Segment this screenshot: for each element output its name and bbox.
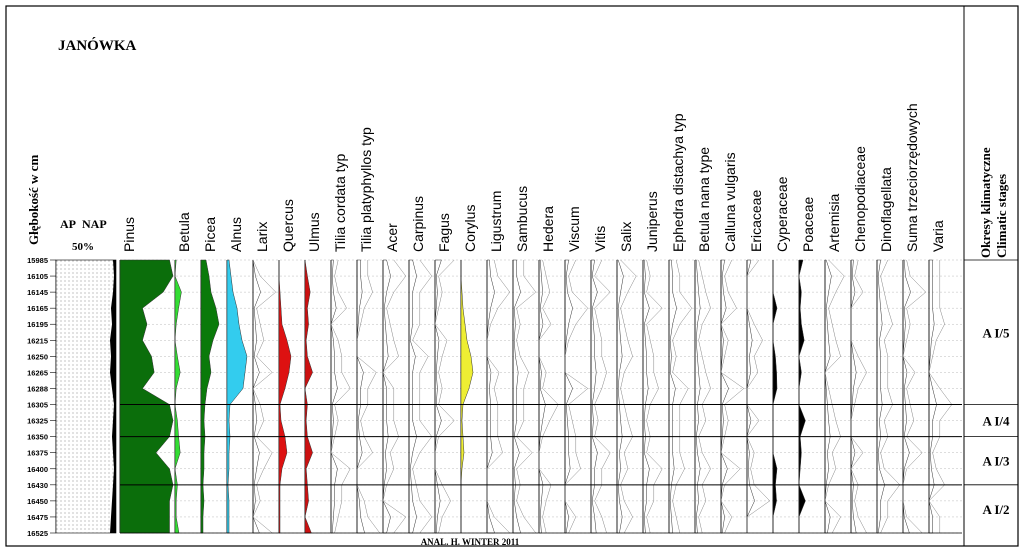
depth-tick-label: 16400 [27, 465, 48, 474]
taxa-panels [119, 259, 953, 534]
depth-tick-label: 16305 [27, 401, 48, 410]
depth-tick-label: 16350 [27, 433, 48, 442]
exaggeration-larix [252, 259, 277, 534]
exaggeration-dinoflagellata [880, 259, 901, 534]
exaggeration-betula-nana-type [698, 259, 711, 534]
curve-poaceae [798, 259, 806, 533]
taxon-label-quercus: Quercus [280, 199, 296, 252]
stage-label: A I/3 [982, 454, 1010, 469]
exaggeration-ligustrum [486, 259, 511, 534]
nap-curve [110, 260, 116, 533]
taxon-label-alnus: Alnus [228, 217, 244, 252]
exaggeration-carpinus [412, 259, 433, 534]
depth-tick-label: 16105 [27, 272, 48, 281]
taxon-label-hedera: Hedera [540, 206, 556, 252]
exaggeration-ericaceae [746, 259, 771, 533]
exaggeration-artemisia [824, 259, 845, 534]
depth-tick-label: 16215 [27, 336, 48, 345]
taxon-label-tilia-cordata-typ: Tilia cordata typ [332, 153, 348, 252]
depth-tick-label: 15985 [27, 256, 48, 265]
stage-boundaries: A I/5 A I/4 A I/3 A I/2 [120, 259, 1018, 534]
exaggeration-salix [620, 259, 637, 534]
stages-header-pl: Okresy klimatyczne [978, 147, 993, 258]
stage-label: A I/5 [982, 325, 1010, 340]
ap-label: AP [60, 217, 76, 231]
taxon-label-juniperus: Juniperus [644, 191, 660, 252]
taxon-label-betula-nana-type: Betula nana type [696, 147, 712, 252]
exaggeration-suma-trzeciorz-dowych [902, 259, 927, 534]
taxon-label-artemisia: Artemisia [826, 193, 842, 252]
depth-axis-label: Głębokość w cm [26, 155, 41, 245]
exaggeration-chenopodiaceae [850, 259, 867, 534]
taxon-label-viscum: Viscum [566, 206, 582, 252]
exaggeration-acer [382, 259, 407, 534]
taxon-label-ericaceae: Ericaceae [748, 190, 764, 252]
taxon-label-betula: Betula [176, 212, 192, 252]
depth-tick-label: 16145 [27, 288, 48, 297]
exaggeration-vitis [594, 259, 611, 534]
taxon-label-fagus: Fagus [436, 213, 452, 252]
exaggeration-calluna-vulgaris [720, 259, 745, 534]
footer-credit: ANAL. H. WINTER 2011 [421, 537, 520, 547]
exaggeration-hedera [538, 259, 559, 534]
exaggeration-viscum [564, 259, 589, 534]
taxon-label-calluna-vulgaris: Calluna vulgaris [722, 152, 738, 252]
exaggeration-juniperus [646, 259, 663, 534]
taxon-label-chenopodiaceae: Chenopodiaceae [852, 146, 868, 252]
stage-label: A I/4 [982, 414, 1010, 429]
depth-tick-label: 16475 [27, 513, 48, 522]
depth-tick-label: 16165 [27, 304, 48, 313]
depth-tick-label: 16288 [27, 384, 48, 393]
taxon-label-pinus: Pinus [121, 217, 137, 252]
exaggeration-ephedra-distachya-typ [672, 259, 693, 534]
ap-nap-panel [55, 259, 117, 534]
taxon-label-salix: Salix [618, 222, 634, 252]
depth-tick-label: 16375 [27, 449, 48, 458]
taxon-label-corylus: Corylus [462, 205, 478, 252]
exaggeration-sambucus [516, 260, 537, 534]
site-title: JANÓWKA [58, 37, 137, 54]
taxon-label-tilia-platyphyllos-typ: Tilia platyphyllos typ [358, 127, 374, 252]
taxon-label-picea: Picea [202, 217, 218, 252]
taxon-label-carpinus: Carpinus [410, 196, 426, 252]
exaggeration-varia [928, 260, 953, 533]
stages-header-en: Climatic stages [994, 174, 1009, 258]
taxon-label-sambucus: Sambucus [514, 186, 530, 252]
depth-tick-label: 16450 [27, 497, 48, 506]
depth-tick-label: 16195 [27, 320, 48, 329]
depth-tick-label: 16525 [27, 529, 48, 538]
depth-tick-label: 16325 [27, 417, 48, 426]
taxon-label-ligustrum: Ligustrum [488, 191, 504, 252]
ap-nap-area [55, 259, 117, 534]
taxon-label-varia: Varia [930, 220, 946, 252]
curve-ulmus [304, 259, 313, 534]
taxon-label-cyperaceae: Cyperaceae [774, 176, 790, 252]
curve-larix [252, 259, 261, 534]
stage-label: A I/2 [982, 502, 1009, 517]
exaggeration-fagus [434, 259, 455, 534]
taxon-label-larix: Larix [254, 222, 270, 252]
depth-tick-label: 16265 [27, 368, 48, 377]
curve-quercus [278, 260, 292, 534]
exaggeration-tilia-cordata-typ [330, 259, 351, 534]
taxon-label-ephedra-distachya-typ: Ephedra distachya typ [670, 113, 686, 252]
depth-tick-label: 16430 [27, 481, 48, 490]
taxon-label-poaceae: Poaceae [800, 197, 816, 252]
taxon-label-vitis: Vitis [592, 226, 608, 252]
taxon-labels: Pinus Betula Picea Alnus Larix Quercus Ulmus Ti… [121, 103, 946, 252]
ap-percent-label: 50% [72, 241, 94, 253]
taxon-label-acer: Acer [384, 223, 400, 252]
taxon-label-dinoflagellata: Dinoflagellata [878, 167, 894, 252]
taxon-label-suma-trzeciorz-dowych: Suma trzeciorzędowych [904, 103, 920, 252]
depth-tick-label: 16250 [27, 352, 48, 361]
nap-label: NAP [82, 217, 107, 231]
exaggeration-tilia-platyphyllos-typ [356, 260, 380, 534]
taxon-label-ulmus: Ulmus [306, 212, 322, 252]
